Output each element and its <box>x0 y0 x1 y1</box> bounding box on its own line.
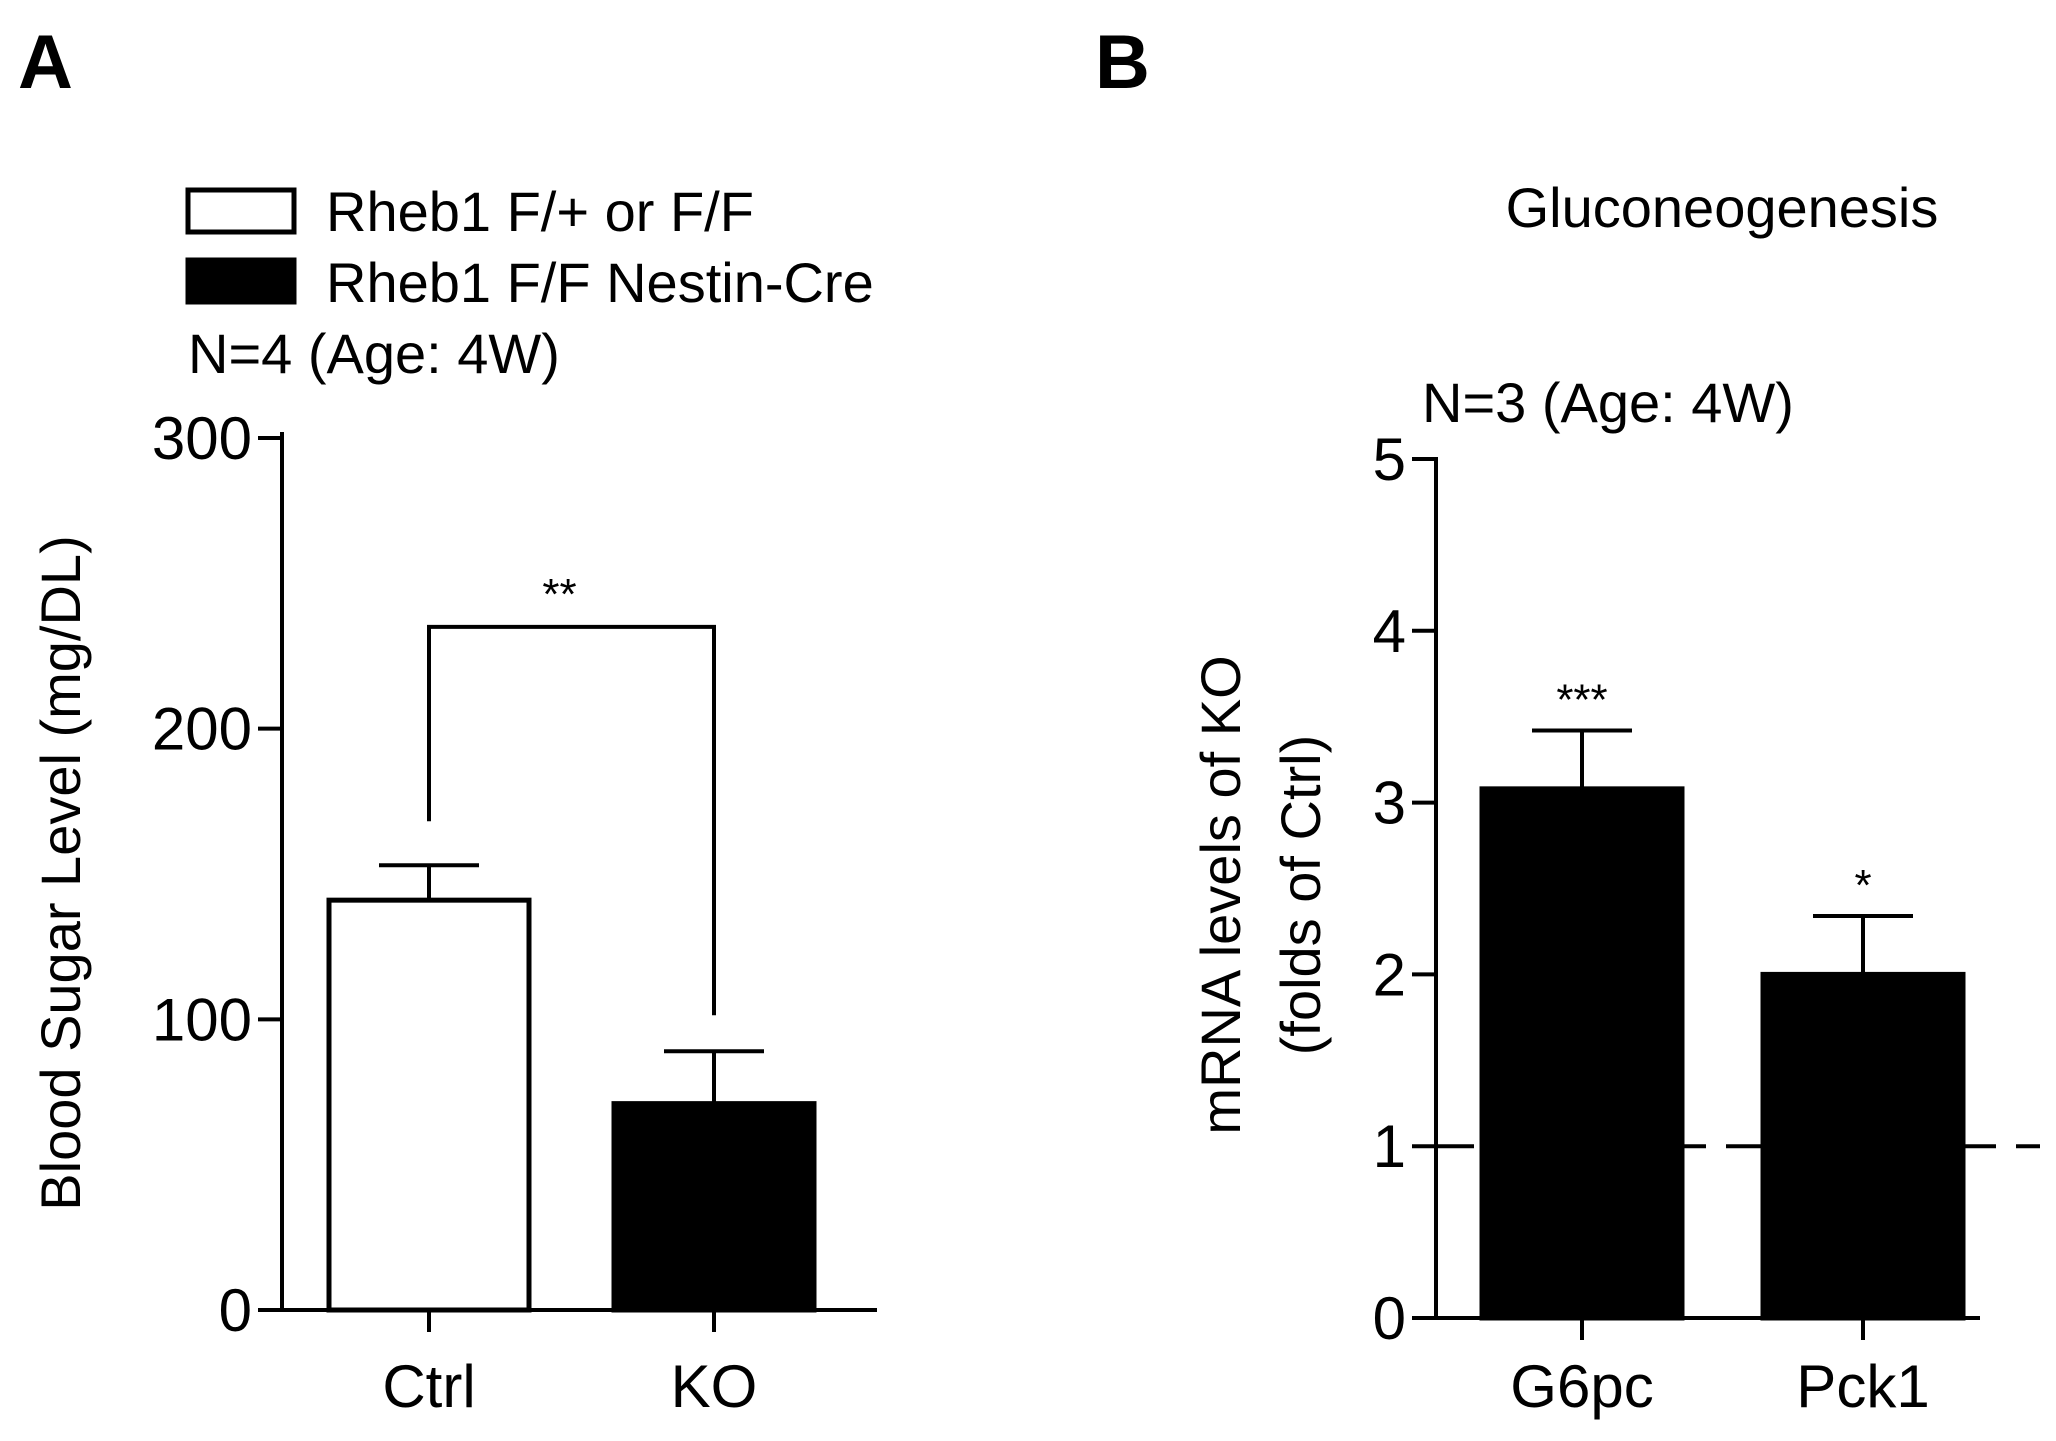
x-tick-label: KO <box>671 1353 758 1420</box>
bar-ko <box>611 1101 817 1313</box>
y-tick-label: 3 <box>1373 770 1406 837</box>
y-tick-label: 4 <box>1373 598 1406 665</box>
sample-note-a: N=4 (Age: 4W) <box>188 322 560 385</box>
bar-ctrl <box>326 897 532 1313</box>
y-tick-label: 200 <box>152 696 252 763</box>
y-axis-title-b-line1: mRNA levels of KO <box>1189 655 1252 1134</box>
panel-label-b: B <box>1095 20 1150 105</box>
significance-bracket <box>427 624 716 1016</box>
y-tick-label: 1 <box>1373 1113 1406 1180</box>
x-tick-label: G6pc <box>1510 1353 1653 1420</box>
y-tick-label: 0 <box>1373 1285 1406 1352</box>
significance-label: * <box>1854 861 1871 910</box>
y-tick-label: 2 <box>1373 941 1406 1008</box>
legend-swatch-ko <box>185 257 297 305</box>
sample-note-b: N=3 (Age: 4W) <box>1422 371 1794 434</box>
legend-label-ko: Rheb1 F/F Nestin-Cre <box>326 251 874 314</box>
chart-panel-b: Gluconeogenesis N=3 (Age: 4W) mRNA level… <box>1189 176 2040 1420</box>
x-tick-label: Ctrl <box>382 1353 475 1420</box>
chart-panel-a: Rheb1 F/+ or F/F Rheb1 F/F Nestin-Cre N=… <box>29 180 877 1420</box>
y-axis-title-b-line2: (folds of Ctrl) <box>1269 735 1332 1056</box>
panel-label-a: A <box>18 20 73 105</box>
significance-label: ** <box>542 570 576 619</box>
y-tick-label: 0 <box>219 1277 252 1344</box>
y-axis-title-a: Blood Sugar Level (mg/DL) <box>29 535 92 1210</box>
bar-g6pc <box>1479 786 1685 1321</box>
chart-title-b: Gluconeogenesis <box>1506 176 1939 239</box>
y-tick-label: 300 <box>152 405 252 472</box>
y-tick-label: 5 <box>1373 426 1406 493</box>
y-tick-label: 100 <box>152 986 252 1053</box>
legend-swatch-ctrl <box>185 187 297 235</box>
significance-label: *** <box>1556 675 1607 724</box>
legend-label-ctrl: Rheb1 F/+ or F/F <box>326 180 754 243</box>
x-tick-label: Pck1 <box>1796 1353 1929 1420</box>
bar-pck1 <box>1760 971 1966 1321</box>
